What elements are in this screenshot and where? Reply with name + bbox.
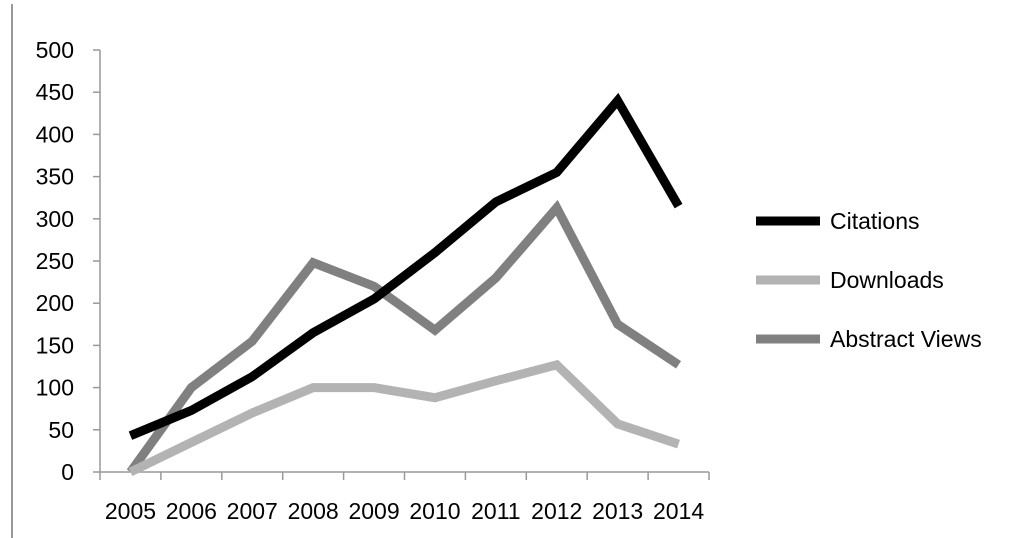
y-tick-label: 0 (61, 459, 74, 485)
y-axis-ticks: 0 50 100 150 200 250 300 350 400 450 500 (36, 37, 100, 485)
x-tick-label: 2008 (288, 498, 339, 524)
x-tick-label: 2013 (592, 498, 643, 524)
y-tick-label: 150 (36, 332, 74, 358)
legend-label: Downloads (830, 267, 944, 293)
x-axis-ticks: 2005 2006 2007 2008 2009 2010 2011 2012 2013 2014 (99, 472, 710, 524)
legend-label: Citations (830, 208, 919, 234)
legend: Citations Downloads Abstract Views (756, 208, 982, 352)
y-tick-label: 100 (36, 375, 74, 401)
legend-label: Abstract Views (830, 326, 982, 352)
y-tick-label: 350 (36, 164, 74, 190)
series-line-abstract-views (126, 199, 682, 475)
y-tick-label: 250 (36, 248, 74, 274)
y-tick-label: 50 (48, 417, 74, 443)
x-tick-label: 2012 (531, 498, 582, 524)
x-tick-label: 2011 (471, 498, 520, 524)
x-tick-label: 2014 (653, 498, 704, 524)
x-tick-label: 2005 (105, 498, 156, 524)
x-tick-label: 2009 (348, 498, 399, 524)
y-tick-label: 300 (36, 206, 74, 232)
x-tick-label: 2010 (409, 498, 460, 524)
series-line-citations (128, 92, 683, 440)
x-tick-label: 2007 (227, 498, 278, 524)
y-tick-label: 500 (36, 37, 74, 63)
y-tick-label: 200 (36, 290, 74, 316)
x-tick-label: 2006 (166, 498, 217, 524)
series-line-downloads (128, 359, 680, 477)
y-tick-label: 450 (36, 79, 74, 105)
series-lines (126, 92, 683, 477)
y-tick-label: 400 (36, 121, 74, 147)
